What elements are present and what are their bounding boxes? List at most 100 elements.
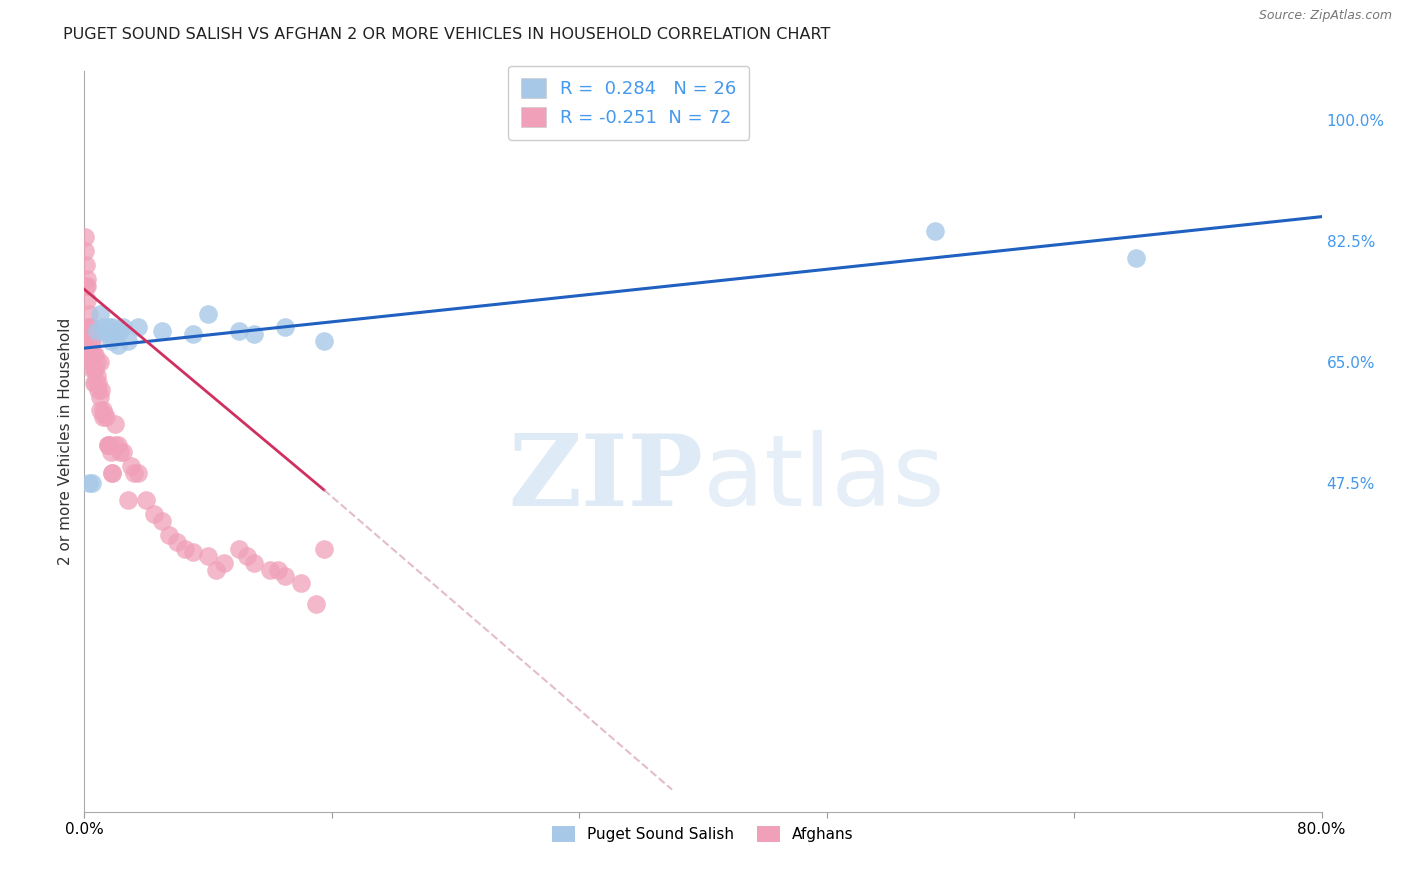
Point (77, 348, 100, 362)
Point (181, 327, 204, 342)
Point (93, 407, 115, 421)
Point (314, 541, 336, 556)
Point (91, 410, 114, 425)
Point (104, 324, 127, 338)
Point (117, 493, 139, 508)
Point (108, 324, 131, 338)
Point (79, 320, 101, 334)
Point (166, 534, 188, 549)
Point (305, 597, 328, 611)
Point (274, 569, 297, 583)
Point (243, 556, 266, 570)
Point (274, 320, 297, 334)
Point (181, 545, 204, 559)
Point (94, 410, 117, 425)
Point (90, 383, 112, 397)
Point (77, 320, 100, 334)
Point (107, 438, 129, 452)
Point (83, 348, 105, 362)
Point (80, 348, 103, 362)
Point (76, 293, 98, 307)
Point (924, 223, 946, 237)
Point (89, 390, 111, 404)
Text: ZIP: ZIP (508, 430, 703, 527)
Point (96, 438, 118, 452)
Point (83, 362, 105, 376)
Point (112, 320, 135, 334)
Point (91, 403, 114, 417)
Point (228, 324, 250, 338)
Point (82, 348, 104, 362)
Text: Source: ZipAtlas.com: Source: ZipAtlas.com (1258, 9, 1392, 22)
Point (205, 563, 228, 577)
Point (77, 327, 100, 342)
Point (127, 466, 149, 480)
Point (84, 348, 107, 362)
Point (104, 417, 127, 432)
Point (82, 362, 104, 376)
Point (314, 334, 336, 349)
Point (79, 320, 101, 334)
Text: atlas: atlas (703, 430, 945, 527)
Point (82, 334, 104, 349)
Point (86, 355, 108, 369)
Point (75, 278, 97, 293)
Point (107, 337, 129, 351)
Point (105, 324, 128, 338)
Text: PUGET SOUND SALISH VS AFGHAN 2 OR MORE VEHICLES IN HOUSEHOLD CORRELATION CHART: PUGET SOUND SALISH VS AFGHAN 2 OR MORE V… (63, 27, 831, 42)
Point (91, 320, 114, 334)
Point (76, 272, 98, 286)
Point (75, 258, 97, 272)
Point (174, 541, 197, 556)
Point (159, 528, 180, 542)
Point (243, 327, 266, 342)
Point (98, 320, 121, 334)
Point (89, 403, 111, 417)
Point (75, 230, 97, 244)
Point (101, 320, 124, 334)
Point (197, 306, 219, 320)
Point (135, 493, 157, 508)
Point (79, 334, 101, 349)
Legend: Puget Sound Salish, Afghans: Puget Sound Salish, Afghans (546, 821, 860, 848)
Point (86, 368, 108, 383)
Point (86, 376, 108, 390)
Point (143, 507, 166, 521)
Point (259, 563, 281, 577)
Point (96, 327, 118, 342)
Point (101, 466, 124, 480)
Point (122, 466, 145, 480)
Point (77, 334, 100, 349)
Point (235, 549, 259, 563)
Point (94, 324, 117, 338)
Point (150, 514, 173, 528)
Point (212, 556, 235, 570)
Point (82, 355, 104, 369)
Point (197, 549, 219, 563)
Point (1125, 251, 1147, 265)
Point (117, 334, 139, 349)
Point (100, 445, 122, 459)
Point (150, 324, 173, 338)
Point (89, 306, 111, 320)
Point (267, 563, 290, 577)
Point (83, 376, 105, 390)
Point (75, 244, 97, 259)
Y-axis label: 2 or more Vehicles in Household: 2 or more Vehicles in Household (58, 318, 73, 566)
Point (120, 458, 142, 473)
Point (84, 362, 107, 376)
Point (96, 438, 118, 452)
Point (87, 383, 110, 397)
Point (77, 476, 100, 491)
Point (98, 438, 121, 452)
Point (76, 278, 98, 293)
Point (101, 466, 124, 480)
Point (290, 576, 312, 591)
Point (112, 445, 135, 459)
Point (228, 541, 250, 556)
Point (127, 320, 149, 334)
Point (84, 376, 107, 390)
Point (104, 438, 127, 452)
Point (108, 445, 131, 459)
Point (100, 334, 122, 349)
